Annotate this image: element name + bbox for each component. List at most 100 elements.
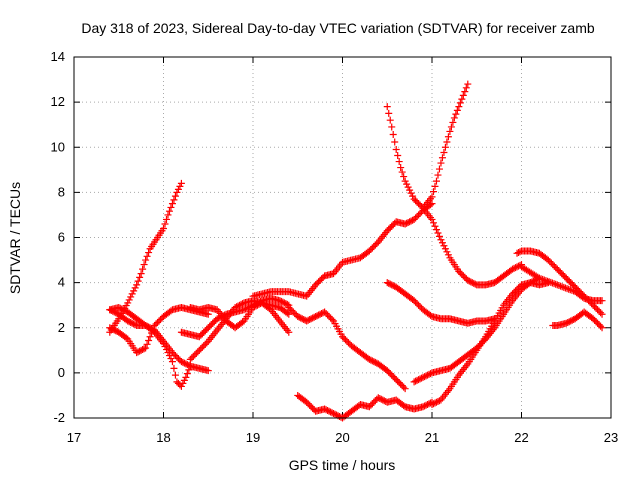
data-point	[468, 279, 476, 287]
data-point	[455, 103, 463, 111]
data-point	[315, 278, 323, 286]
data-point	[383, 227, 391, 235]
data-point	[167, 203, 175, 211]
data-point	[330, 409, 338, 417]
data-point	[565, 318, 573, 326]
data-point	[316, 276, 324, 284]
data-point	[415, 376, 423, 384]
data-point	[561, 273, 569, 281]
data-point	[130, 320, 138, 328]
data-point	[413, 300, 421, 308]
data-point	[412, 214, 420, 222]
data-point	[253, 301, 261, 309]
data-point	[389, 221, 397, 229]
data-point	[370, 358, 378, 366]
data-point	[180, 359, 188, 367]
data-point	[140, 261, 148, 269]
series-long-rise	[249, 200, 436, 300]
data-point	[133, 349, 141, 357]
data-point	[231, 303, 239, 311]
chart-grid	[73, 56, 612, 419]
data-point	[106, 306, 114, 314]
data-point	[386, 224, 394, 232]
data-point	[143, 340, 151, 348]
data-point	[127, 293, 135, 301]
data-point	[183, 370, 191, 378]
data-point	[368, 244, 376, 252]
data-point	[547, 259, 555, 267]
data-point	[121, 306, 129, 314]
data-point	[198, 343, 206, 351]
data-point	[306, 401, 314, 409]
data-point	[197, 345, 205, 353]
data-point	[343, 337, 351, 345]
data-point	[547, 278, 555, 286]
data-point	[182, 373, 190, 381]
x-tick-label: 23	[604, 430, 618, 445]
data-point	[312, 312, 320, 320]
data-point	[410, 297, 418, 305]
data-point	[365, 355, 373, 363]
data-point	[167, 355, 175, 363]
data-point	[413, 212, 421, 220]
data-point	[185, 361, 193, 369]
data-point	[566, 286, 574, 294]
data-point	[233, 303, 241, 311]
data-point	[309, 314, 317, 322]
data-point	[592, 304, 600, 312]
data-point	[168, 200, 176, 208]
data-point	[404, 183, 412, 191]
data-point	[537, 275, 545, 283]
data-point	[400, 402, 408, 410]
data-point	[413, 376, 421, 384]
series-late-low	[549, 308, 606, 332]
data-point	[410, 378, 418, 386]
data-point	[510, 264, 518, 272]
data-point	[539, 275, 547, 283]
data-point	[234, 302, 242, 310]
data-point	[591, 303, 599, 311]
data-point	[395, 379, 403, 387]
data-point	[295, 313, 303, 321]
data-point	[333, 411, 341, 419]
data-point	[441, 143, 449, 151]
data-markers	[106, 80, 606, 422]
data-point	[327, 314, 335, 322]
data-point	[325, 407, 333, 415]
data-point	[168, 349, 176, 357]
data-point	[456, 99, 464, 107]
data-point	[291, 309, 299, 317]
data-point	[240, 306, 248, 314]
series-late-high	[513, 247, 606, 318]
data-point	[515, 249, 523, 257]
data-point	[400, 383, 408, 391]
data-point	[371, 241, 379, 249]
data-point	[459, 91, 467, 99]
data-point	[550, 262, 558, 270]
data-point	[309, 404, 317, 412]
data-point	[428, 215, 436, 223]
data-point	[447, 123, 455, 131]
data-point	[450, 114, 458, 122]
data-point	[195, 333, 203, 341]
y-tick-label: 4	[58, 275, 65, 290]
data-point	[434, 397, 442, 405]
data-point	[325, 312, 333, 320]
data-point	[279, 298, 287, 306]
data-point	[388, 281, 396, 289]
data-point	[310, 406, 318, 414]
data-point	[154, 318, 162, 326]
data-point	[177, 179, 185, 187]
data-point	[597, 309, 605, 317]
data-point	[173, 353, 181, 361]
data-point	[377, 395, 385, 403]
data-point	[142, 256, 150, 264]
data-point	[464, 80, 472, 88]
data-point	[186, 355, 194, 363]
data-point	[177, 382, 185, 390]
data-point	[416, 209, 424, 217]
x-tick-labels: 17 18 19 20 21 22 23	[67, 430, 618, 445]
data-point	[579, 293, 587, 301]
y-tick-label: -2	[53, 410, 65, 425]
data-point	[458, 270, 466, 278]
